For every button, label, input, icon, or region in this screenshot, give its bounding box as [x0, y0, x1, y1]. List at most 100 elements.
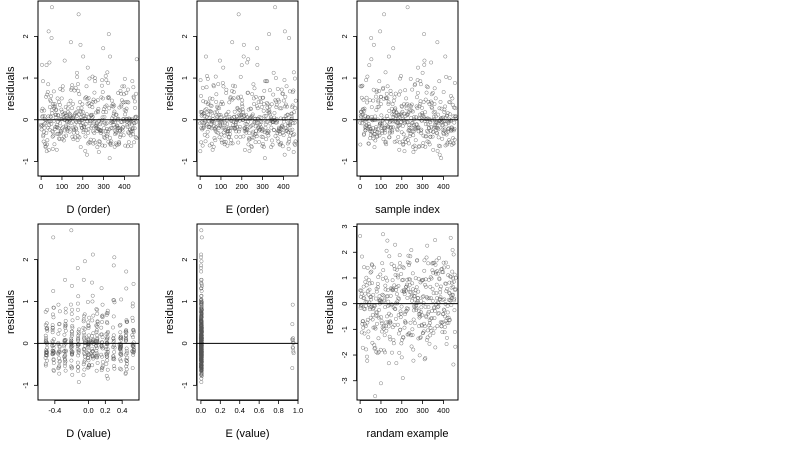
data-point [216, 112, 221, 117]
data-point [85, 65, 90, 70]
data-point [78, 145, 83, 149]
data-point [44, 337, 49, 342]
data-point [441, 90, 446, 94]
data-point [424, 315, 429, 320]
data-point [408, 76, 413, 81]
data-point [439, 324, 444, 329]
data-point [52, 142, 57, 147]
data-point [70, 307, 75, 312]
data-point [452, 120, 457, 125]
data-point [199, 334, 203, 339]
scatter-panel-5: 0.0 0.2 0.4 0.6 0.8 1.0E (value)-1012residual… [164, 223, 303, 440]
data-point [410, 129, 415, 134]
data-point [254, 134, 259, 139]
data-point [397, 253, 402, 258]
data-point [134, 114, 139, 119]
data-point [227, 100, 232, 105]
data-point [199, 294, 204, 299]
y-tick-label: 2 [340, 34, 349, 38]
data-point [104, 78, 109, 82]
data-point [380, 130, 385, 135]
data-point [422, 324, 427, 329]
data-point [76, 329, 81, 334]
data-point [362, 307, 367, 312]
data-point [123, 371, 128, 376]
data-point [423, 277, 428, 282]
data-point [261, 144, 266, 149]
data-point [377, 89, 381, 93]
data-point [222, 116, 227, 120]
data-point [86, 323, 91, 328]
data-point [281, 98, 286, 103]
data-point [420, 144, 425, 149]
data-point [61, 138, 66, 143]
data-point [434, 271, 438, 276]
data-point [41, 132, 46, 137]
data-point [132, 126, 137, 131]
data-point [69, 358, 74, 363]
data-point [409, 102, 414, 107]
data-point [426, 130, 431, 135]
data-point [210, 96, 215, 101]
data-point [63, 364, 67, 368]
data-point [199, 373, 204, 378]
data-point [131, 126, 136, 131]
data-point [376, 104, 381, 109]
x-tick-label: -0.4 [48, 406, 61, 415]
data-point [131, 328, 136, 332]
data-point [421, 100, 426, 104]
data-point [362, 265, 367, 270]
data-point [118, 351, 123, 356]
data-point [391, 341, 396, 346]
data-point [84, 128, 89, 133]
data-point [118, 330, 123, 335]
data-points [198, 228, 296, 384]
data-point [453, 114, 458, 119]
data-point [389, 92, 394, 97]
data-point [408, 295, 413, 300]
data-point [291, 88, 296, 93]
data-point [434, 258, 439, 263]
data-point [63, 321, 68, 326]
data-point [55, 125, 60, 130]
plot-frame [196, 0, 299, 177]
data-point [111, 263, 116, 268]
data-point [444, 320, 449, 325]
data-point [51, 133, 56, 138]
data-point [207, 143, 212, 148]
x-tick-label: 0 [39, 182, 43, 191]
data-point [450, 125, 454, 130]
data-point [410, 333, 415, 337]
data-point [436, 271, 441, 276]
x-tick-label: 0 [198, 182, 202, 191]
data-point [57, 102, 62, 107]
data-point [422, 58, 427, 63]
data-point [391, 115, 396, 119]
data-point [374, 296, 378, 301]
data-point [51, 289, 56, 293]
data-point [133, 135, 138, 139]
data-point [106, 81, 111, 85]
data-point [358, 142, 363, 147]
data-point [415, 95, 419, 100]
data-point [422, 321, 426, 326]
data-point [408, 254, 413, 259]
x-axis-title: sample index [375, 204, 440, 216]
data-point [247, 131, 252, 136]
data-point [367, 63, 372, 68]
data-point [401, 335, 406, 340]
data-point [103, 129, 108, 134]
data-point [404, 96, 409, 101]
data-point [404, 284, 409, 289]
data-point [442, 297, 447, 302]
data-point [70, 324, 75, 328]
data-point [270, 138, 274, 143]
data-point [292, 120, 297, 125]
data-point [430, 287, 435, 291]
data-point [274, 102, 279, 107]
data-point [225, 143, 230, 148]
y-tick-label: 2 [340, 250, 349, 254]
data-point [105, 358, 110, 363]
data-point [49, 94, 54, 98]
data-point [69, 346, 74, 351]
